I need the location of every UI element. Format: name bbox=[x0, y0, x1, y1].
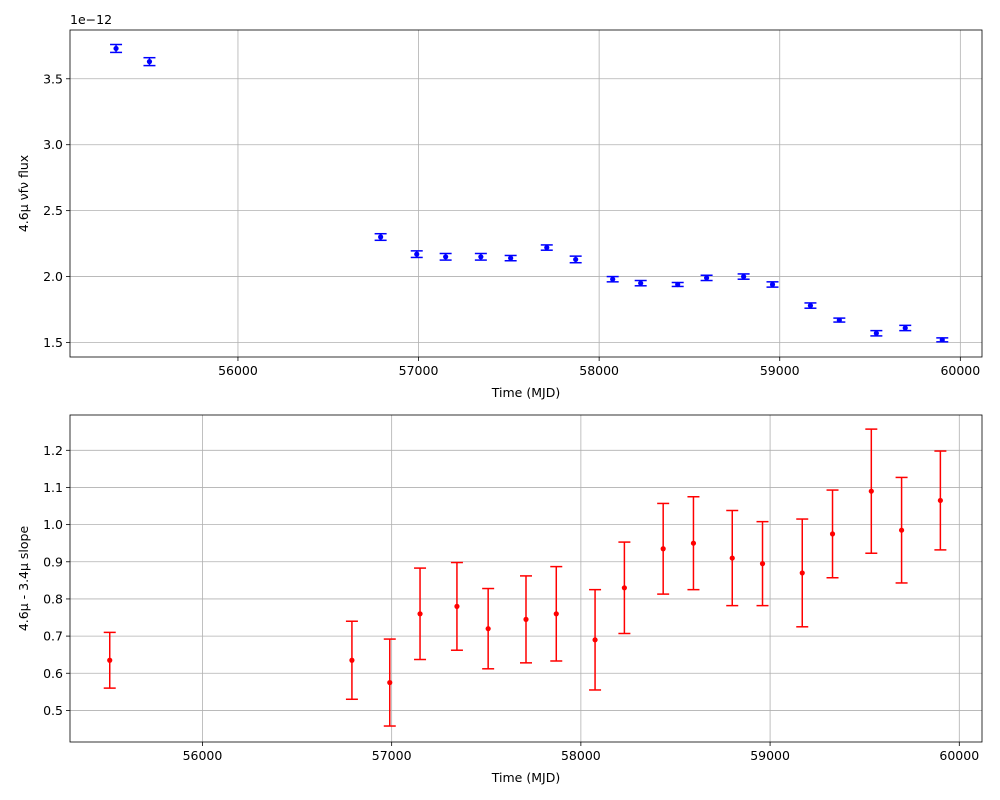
data-point bbox=[113, 45, 119, 52]
data-point bbox=[414, 251, 420, 257]
axes-frame bbox=[69, 29, 983, 358]
data-point bbox=[638, 280, 644, 286]
data-point bbox=[873, 330, 879, 336]
subplot-1: 56000 57000 58000 59000 60000 1.5 2.0 2.5 3.0 3.5… bbox=[16, 12, 983, 400]
x-tick-label: 59000 bbox=[750, 748, 790, 763]
x-tick-label: 60000 bbox=[940, 363, 980, 378]
data-point bbox=[387, 679, 393, 686]
y-tick-label: 2.5 bbox=[43, 203, 63, 218]
y-tick-label: 0.8 bbox=[43, 591, 63, 606]
data-point bbox=[675, 281, 681, 288]
data-point bbox=[829, 531, 836, 537]
y-tick-label: 1.1 bbox=[43, 480, 63, 495]
data-point bbox=[478, 254, 484, 260]
data-point bbox=[807, 302, 814, 309]
data-point bbox=[937, 497, 943, 504]
data-point bbox=[508, 255, 514, 261]
x-tick-label: 56000 bbox=[183, 748, 223, 763]
x-axis-label: Time (MJD) bbox=[491, 385, 560, 400]
data-point bbox=[417, 611, 423, 617]
data-point bbox=[836, 317, 842, 323]
data-point bbox=[902, 325, 908, 331]
subplot-2: 56000 57000 58000 59000 60000 0.5 0.6 0.7 0.8 0.9… bbox=[16, 414, 983, 785]
y-tick-label: 0.5 bbox=[43, 703, 63, 718]
data-point bbox=[553, 611, 559, 617]
data-point bbox=[729, 555, 735, 561]
data-point bbox=[939, 337, 945, 343]
data-point bbox=[573, 256, 579, 263]
data-point bbox=[454, 603, 460, 609]
x-tick-label: 59000 bbox=[760, 363, 800, 378]
data-point bbox=[378, 234, 384, 240]
data-point bbox=[349, 657, 355, 663]
x-tick-label: 56000 bbox=[218, 363, 258, 378]
data-point bbox=[868, 488, 874, 494]
data-point bbox=[799, 570, 805, 576]
x-axis-label: Time (MJD) bbox=[491, 770, 560, 785]
data-point bbox=[769, 281, 776, 288]
y-tick-label: 1.0 bbox=[43, 517, 63, 532]
y-axis-label: 4.6μ - 3.4μ slope bbox=[16, 526, 31, 632]
data-point bbox=[485, 626, 491, 632]
y-tick-label: 1.2 bbox=[43, 443, 63, 458]
data-point bbox=[523, 616, 529, 622]
data-point bbox=[759, 561, 766, 567]
data-point bbox=[592, 637, 598, 643]
data-point bbox=[610, 276, 616, 282]
x-tick-label: 58000 bbox=[561, 748, 601, 763]
x-tick-label: 60000 bbox=[939, 748, 979, 763]
x-tick-label: 57000 bbox=[372, 748, 412, 763]
y-tick-label: 3.0 bbox=[43, 137, 63, 152]
y-offset-text: 1e−12 bbox=[70, 12, 112, 27]
axes-frame bbox=[69, 414, 983, 743]
x-tick-label: 57000 bbox=[399, 363, 439, 378]
data-point bbox=[660, 546, 666, 552]
y-axis-label: 4.6μ νfν flux bbox=[16, 155, 31, 232]
x-tick-label: 58000 bbox=[579, 363, 619, 378]
data-point bbox=[107, 657, 113, 663]
data-point bbox=[443, 254, 449, 260]
data-point bbox=[690, 540, 697, 546]
y-tick-label: 0.7 bbox=[43, 629, 63, 644]
y-tick-label: 0.9 bbox=[43, 554, 63, 569]
data-series bbox=[103, 428, 947, 727]
y-tick-label: 3.5 bbox=[43, 71, 63, 86]
data-series bbox=[110, 43, 949, 343]
data-point bbox=[544, 244, 550, 251]
data-point bbox=[703, 275, 710, 281]
y-tick-label: 2.0 bbox=[43, 269, 63, 284]
data-point bbox=[898, 527, 905, 533]
y-tick-label: 0.6 bbox=[43, 666, 63, 681]
y-tick-label: 1.5 bbox=[43, 335, 63, 350]
data-point bbox=[621, 585, 627, 591]
data-point bbox=[741, 273, 747, 280]
data-point bbox=[146, 59, 153, 65]
